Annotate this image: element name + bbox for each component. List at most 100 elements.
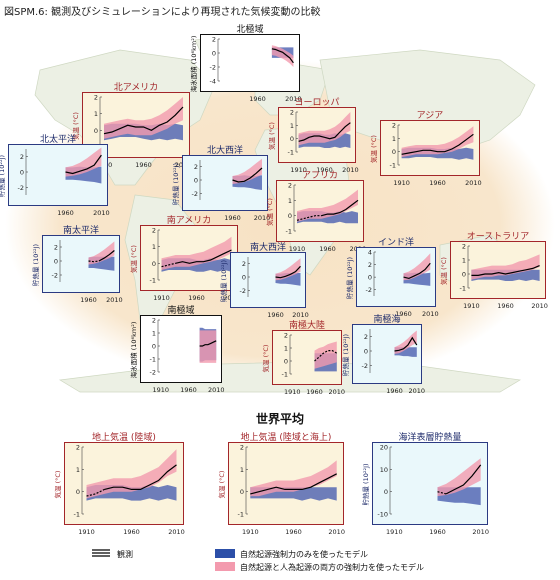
panel-title: ヨーロッパ [294,98,340,108]
y-axis-label: 貯熱量 (10²²J) [171,163,180,205]
x-tick-label: 1910 [290,166,307,174]
observed-line [271,48,294,64]
x-tick-label: 2010 [328,528,345,536]
observed-line [65,154,102,175]
y-tick-label: 4 [368,249,372,257]
x-tick-label: 1960 [267,311,284,319]
panel-title: 南大西洋 [249,243,286,253]
y-tick-label: -1 [460,285,466,293]
y-axis-label: 気温 (°C) [129,245,138,273]
y-axis-label: 気温 (°C) [217,471,226,499]
global-average-title: 世界平均 [255,412,304,426]
y-tick-label: 0 [364,348,368,356]
x-tick-label: 1960 [386,387,403,395]
observed-line [445,464,482,495]
observed-line [275,265,301,279]
observed-line-dashed [161,262,176,268]
combined-forcing-band [297,189,358,222]
y-tick-label: 2 [152,227,156,235]
y-tick-label: 0 [290,135,294,143]
x-tick-label: 1960 [180,386,197,394]
panel-title: アジア [416,111,444,121]
combined-forcing-band [88,241,115,265]
y-tick-label: 0 [392,148,396,156]
observed-line [471,265,540,276]
observed-line-dashed [314,350,338,362]
observed-line [103,106,184,135]
x-tick-label: 2010 [422,310,439,318]
y-tick-label: -2 [366,286,372,294]
x-tick-label: 1960 [57,209,74,217]
y-tick-label: 0 [20,169,24,177]
y-tick-label: -10 [377,511,388,519]
y-tick-label: 0 [94,127,98,135]
y-tick-label: 2 [152,317,156,325]
combined-forcing-band [250,460,337,497]
combined-forcing-band [471,254,540,280]
y-axis-label: 貯熱量 (10²²J) [361,463,370,505]
panel-africa: アフリカ 2 1 0 -1 1910 1960 2010 気温 (°C) [265,168,366,254]
y-axis-label: 気温 (°C) [261,345,270,373]
x-tick-label: 1910 [78,528,95,536]
y-axis-label: 貯熱量 (10²²J) [219,260,228,302]
x-tick-label: 1910 [242,528,259,536]
combined-forcing-band [394,330,417,354]
observed-line-dashed [88,260,99,263]
x-tick-label: 2010 [328,388,345,396]
panel-plot-area: 2 0 -2 -4 1960 2010 海氷面積 (10⁶km²) [189,34,302,103]
x-tick-label: 2010 [106,296,123,304]
x-tick-label: 2010 [254,214,271,222]
panel-south-pacific: 南太平洋 2 0 -2 1960 2010 貯熱量 (10²²J) [31,223,123,304]
y-tick-label: 2 [284,332,288,340]
y-tick-label: 0 [54,258,58,266]
observed-line [199,340,217,347]
x-tick-label: 2010 [208,386,225,394]
legend-natural-label: 自然起源強制力のみを使ったモデル [240,550,368,559]
panel-plot-area: 2 0 -2 1960 2010 貯熱量 (10²²J) [341,324,425,395]
observed-line-dashed [86,488,105,497]
y-tick-label: -2 [210,64,216,72]
x-tick-label: 1960 [395,310,412,318]
observed-line [232,167,263,183]
x-tick-label: 1960 [249,95,266,103]
y-tick-label: -1 [282,371,288,379]
y-tick-label: 1 [288,197,292,205]
panel-title: 南極大陸 [288,321,325,331]
panel-global-land-temp: 地上気温 (陸域) 2 1 0 -1 1910 1960 2010 気温 (°C) [53,430,185,537]
x-tick-label: 2010 [465,179,482,187]
y-tick-label: 2 [368,261,372,269]
y-tick-label: 2 [288,182,292,190]
panel-indian-ocean: インド洋 4 2 0 -2 1960 2010 貯熱量 (10²²J) [345,235,439,318]
y-axis-label: 海氷面積 (10⁶km²) [129,322,138,379]
x-tick-label: 2010 [531,302,548,310]
panel-title: インド洋 [377,238,414,248]
y-tick-label: 0 [384,488,388,496]
chart-svg: 2 0 -2 1960 2010 貯熱量 (10²²J) [0,147,110,217]
x-tick-label: 1910 [289,245,306,253]
panel-title: 南極域 [167,306,195,316]
y-tick-label: 0 [284,358,288,366]
y-tick-label: 0 [194,177,198,185]
chart-svg: 2 0 -2 1960 2010 貯熱量 (10²²J) [219,257,309,319]
panel-title: 北大西洋 [206,146,243,156]
panel-plot-area: 2 0 -2 1960 2010 貯熱量 (10²²J) [171,155,270,222]
y-tick-label: 2 [20,153,24,161]
y-tick-label: 0 [76,488,80,496]
y-axis-label: 気温 (°C) [439,257,448,285]
y-tick-label: -4 [210,78,216,86]
y-tick-label: 1 [462,257,466,265]
x-tick-label: 1960 [80,296,97,304]
y-tick-label: -2 [192,190,198,198]
y-tick-label: 2 [242,260,246,268]
panel-plot-area: 2 0 -2 1960 2010 貯熱量 (10²²J) [0,144,110,217]
